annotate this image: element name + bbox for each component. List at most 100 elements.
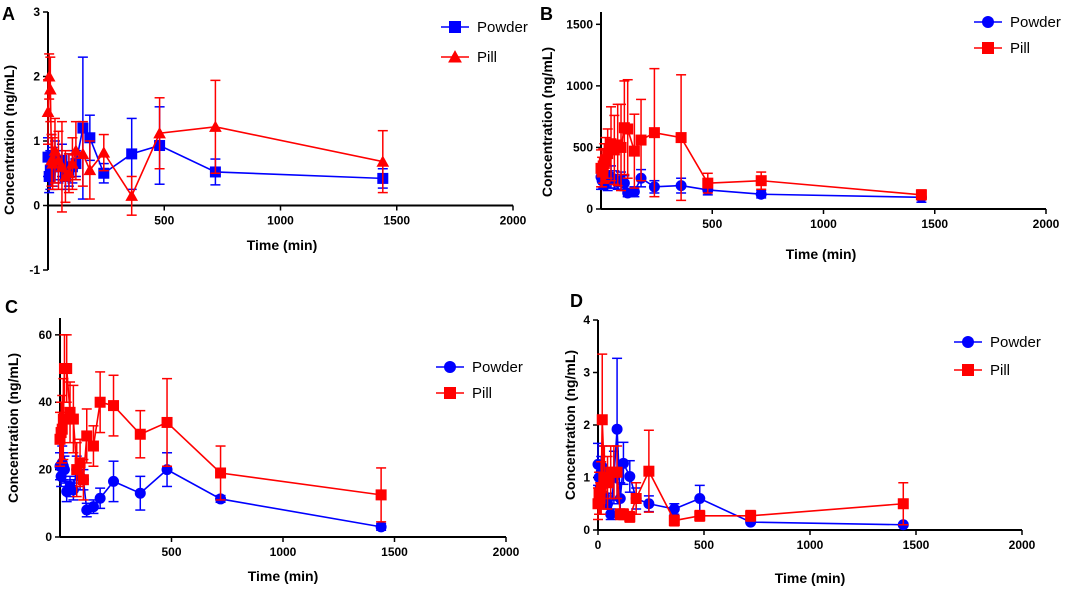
data-point xyxy=(624,511,636,523)
data-point xyxy=(83,163,97,176)
data-point xyxy=(630,493,642,504)
x-tick-label: 500 xyxy=(702,217,722,231)
y-axis-title: Concentration (ng/mL) xyxy=(562,350,578,500)
x-axis-title: Time (min) xyxy=(248,568,319,584)
data-point xyxy=(62,166,76,179)
y-tick-label: 0 xyxy=(33,199,40,213)
x-tick-label: 1000 xyxy=(270,545,297,559)
data-point xyxy=(622,123,634,135)
panel-a: A 500 1000 1500 2000 -1 0 1 2 3 Time (min) Concentr… xyxy=(1,4,528,277)
data-point xyxy=(126,148,138,160)
legend-label: Pill xyxy=(477,49,497,66)
legend-marker xyxy=(982,42,994,54)
legend-label: Pill xyxy=(990,362,1010,379)
x-tick-label: 0 xyxy=(595,538,602,552)
panel-b: B 500 1000 1500 2000 0 500 1000 1500 Time (min) Co… xyxy=(539,4,1061,262)
legend-item-pill: Pill xyxy=(436,385,492,402)
data-point xyxy=(755,175,767,187)
legend-marker xyxy=(962,364,974,376)
x-tick-label: 1000 xyxy=(810,217,837,231)
panel-letter: A xyxy=(2,4,15,24)
legend-label: Powder xyxy=(990,334,1041,351)
data-point xyxy=(66,157,79,169)
data-point xyxy=(668,515,680,527)
data-point xyxy=(69,144,83,156)
data-point xyxy=(161,416,173,428)
data-point xyxy=(64,406,76,418)
series-pill xyxy=(41,53,390,216)
data-point xyxy=(67,413,79,425)
y-tick-label: 1 xyxy=(33,134,40,148)
data-point xyxy=(125,189,139,201)
legend-item-powder: Powder xyxy=(436,359,523,376)
x-tick-label: 1500 xyxy=(903,538,930,552)
y-tick-label: 500 xyxy=(573,140,593,154)
data-point xyxy=(745,510,757,522)
y-tick-label: 1000 xyxy=(566,79,593,93)
data-point xyxy=(48,144,62,156)
y-tick-label: 3 xyxy=(583,366,590,380)
legend-item-powder: Powder xyxy=(441,19,528,36)
legend-marker xyxy=(444,361,456,373)
data-point xyxy=(108,475,120,487)
legend-marker xyxy=(962,336,974,348)
data-point xyxy=(94,396,106,408)
legend-item-pill: Pill xyxy=(954,362,1010,379)
data-point xyxy=(61,363,73,375)
data-point xyxy=(615,141,627,153)
legend-label: Powder xyxy=(1010,14,1061,31)
y-tick-label: -1 xyxy=(29,263,40,277)
legend-marker xyxy=(444,387,456,399)
data-point xyxy=(628,186,640,198)
x-tick-label: 1000 xyxy=(267,214,294,228)
data-point xyxy=(643,465,655,477)
x-tick-label: 500 xyxy=(694,538,714,552)
data-point xyxy=(94,492,106,504)
data-point xyxy=(624,470,636,482)
data-point xyxy=(702,177,714,189)
legend-label: Powder xyxy=(472,359,523,376)
data-point xyxy=(108,400,120,412)
data-point xyxy=(43,170,55,182)
data-point xyxy=(84,132,96,144)
data-point xyxy=(611,423,623,435)
data-point xyxy=(648,127,660,139)
data-point xyxy=(617,457,629,469)
x-tick-label: 1500 xyxy=(921,217,948,231)
legend-item-powder: Powder xyxy=(954,334,1041,351)
data-point xyxy=(599,154,611,166)
data-point xyxy=(87,501,99,513)
data-point xyxy=(611,466,623,478)
data-point xyxy=(134,428,146,440)
legend-item-pill: Pill xyxy=(441,49,497,66)
data-point xyxy=(755,188,767,200)
legend-label: Pill xyxy=(1010,40,1030,57)
data-point xyxy=(617,508,629,520)
data-point xyxy=(76,147,90,159)
data-point xyxy=(596,414,608,426)
data-point xyxy=(54,433,66,445)
panel-d: D 0 500 1000 1500 2000 0 1 2 3 4 Time (min) Concentr… xyxy=(562,291,1041,586)
data-point xyxy=(595,482,607,494)
y-tick-label: 20 xyxy=(39,463,53,477)
data-point xyxy=(628,145,640,157)
x-tick-label: 1500 xyxy=(381,545,408,559)
series-powder xyxy=(592,357,909,531)
data-point xyxy=(602,148,614,160)
data-point xyxy=(153,126,166,139)
legend-item-powder: Powder xyxy=(974,14,1061,31)
data-point xyxy=(675,132,687,144)
x-tick-label: 1500 xyxy=(383,214,410,228)
data-point xyxy=(74,457,86,469)
panel-letter: D xyxy=(570,291,583,311)
data-point xyxy=(596,166,608,178)
y-tick-label: 2 xyxy=(33,70,40,84)
y-axis-title: Concentration (ng/mL) xyxy=(1,65,17,215)
x-tick-label: 2000 xyxy=(1033,217,1060,231)
data-point xyxy=(55,160,69,172)
x-tick-label: 1000 xyxy=(797,538,824,552)
x-tick-label: 2000 xyxy=(1009,538,1036,552)
y-tick-label: 1 xyxy=(583,471,590,485)
data-point xyxy=(87,440,99,452)
